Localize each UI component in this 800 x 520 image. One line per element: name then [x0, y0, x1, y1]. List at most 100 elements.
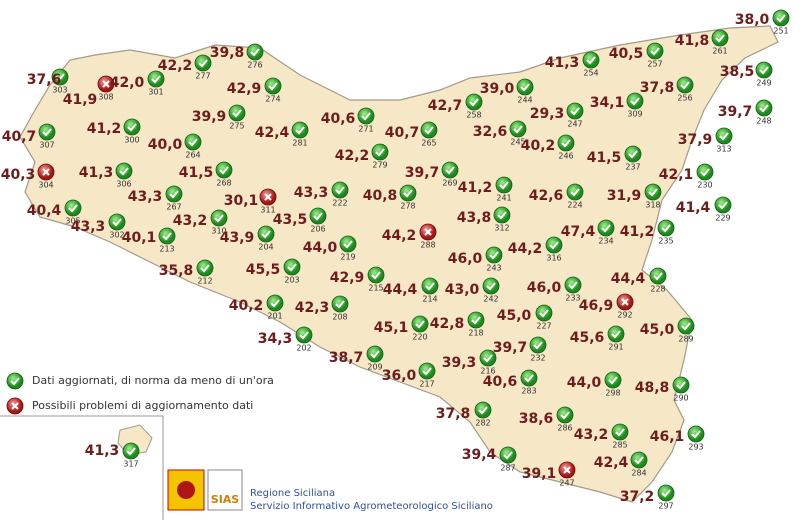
station-id: 317	[123, 460, 138, 469]
station-id: 265	[421, 139, 436, 148]
icon-symbol	[169, 190, 179, 199]
icon-symbol	[497, 211, 507, 220]
logo-trinacria	[177, 481, 195, 499]
logo-sias	[207, 469, 243, 511]
station-value: 35,8	[159, 263, 194, 279]
station-id: 243	[486, 264, 501, 273]
station-icon	[755, 61, 773, 79]
station-value: 38,7	[329, 350, 364, 366]
station-id: 297	[658, 502, 673, 511]
icon-symbol	[681, 322, 691, 331]
icon-symbol	[630, 97, 640, 106]
station-icon	[557, 134, 575, 152]
station-id: 267	[166, 203, 181, 212]
station-value: 39,9	[192, 109, 227, 125]
station-id: 244	[517, 96, 532, 105]
station-value: 40,2	[521, 138, 556, 154]
station-icon	[646, 42, 664, 60]
station-id: 290	[673, 394, 688, 403]
station-value: 29,3	[530, 106, 565, 122]
icon-symbol	[478, 406, 488, 415]
station-value: 43,2	[574, 427, 609, 443]
icon-symbol	[601, 224, 611, 233]
station-value: 44,4	[611, 271, 646, 287]
station-icon	[123, 118, 141, 136]
station-id: 208	[332, 313, 347, 322]
station-value: 43,2	[173, 213, 208, 229]
station-id: 219	[340, 253, 355, 262]
station-id: 288	[420, 241, 435, 250]
station-value: 42,0	[110, 75, 145, 91]
station-id: 305	[65, 217, 80, 226]
station-value: 37,6	[27, 72, 62, 88]
station-icon	[411, 315, 429, 333]
station-value: 31,9	[607, 188, 642, 204]
station-id: 220	[412, 333, 427, 342]
station-value: 41,3	[85, 443, 120, 459]
station-value: 42,1	[659, 167, 694, 183]
icon-symbol	[188, 138, 198, 147]
icon-symbol	[680, 81, 690, 90]
station-value: 42,2	[158, 58, 193, 74]
station-value: 39,8	[210, 45, 245, 61]
station-id: 309	[627, 110, 642, 119]
icon-symbol	[264, 193, 272, 201]
icon-symbol	[653, 272, 663, 281]
icon-symbol	[112, 218, 122, 227]
station-icon	[331, 181, 349, 199]
station-value: 41,8	[675, 33, 710, 49]
station-id: 232	[530, 354, 545, 363]
icon-symbol	[524, 374, 534, 383]
icon-symbol	[295, 126, 305, 135]
station-value: 45,0	[640, 322, 675, 338]
station-id: 206	[310, 225, 325, 234]
station-value: 39,7	[718, 104, 753, 120]
icon-symbol	[634, 456, 644, 465]
station-icon	[331, 295, 349, 313]
station-icon	[420, 121, 438, 139]
station-icon	[64, 199, 82, 217]
icon-symbol	[503, 451, 513, 460]
station-icon	[485, 246, 503, 264]
station-icon	[545, 236, 563, 254]
icon-symbol	[533, 341, 543, 350]
station-icon	[529, 336, 547, 354]
station-value: 41,2	[458, 180, 493, 196]
station-value: 39,7	[405, 165, 440, 181]
station-id: 222	[332, 199, 347, 208]
icon-symbol	[520, 83, 530, 92]
station-value: 41,2	[620, 224, 655, 240]
icon-symbol	[127, 123, 137, 132]
icon-symbol	[119, 167, 129, 176]
station-value: 46,0	[527, 280, 562, 296]
icon-symbol	[415, 320, 425, 329]
station-icon	[295, 326, 313, 344]
station-id: 213	[159, 245, 174, 254]
icon-symbol	[586, 56, 596, 65]
station-icon	[482, 277, 500, 295]
station-value: 32,6	[473, 124, 508, 140]
station-id: 277	[195, 72, 210, 81]
icon-symbol	[270, 299, 280, 308]
icon-symbol	[162, 232, 172, 241]
legend-text: Possibili problemi di aggiornamento dati	[32, 399, 253, 412]
station-value: 34,1	[590, 95, 625, 111]
icon-symbol	[313, 212, 323, 221]
station-icon	[677, 317, 695, 335]
station-value: 40,7	[385, 125, 420, 141]
station-id: 276	[247, 61, 262, 70]
icon-symbol	[424, 126, 434, 135]
station-value: 41,3	[79, 165, 114, 181]
station-value: 42,7	[428, 98, 463, 114]
legend-text: Dati aggiornati, di norma da meno di un'…	[32, 374, 274, 387]
station-icon	[51, 68, 69, 86]
icon-symbol	[335, 186, 345, 195]
icon-symbol	[486, 282, 496, 291]
icon-symbol	[287, 263, 297, 272]
station-id: 256	[677, 94, 692, 103]
station-id: 204	[258, 243, 273, 252]
station-value: 41,2	[87, 121, 122, 137]
station-icon	[644, 183, 662, 201]
station-value: 39,3	[442, 355, 477, 371]
